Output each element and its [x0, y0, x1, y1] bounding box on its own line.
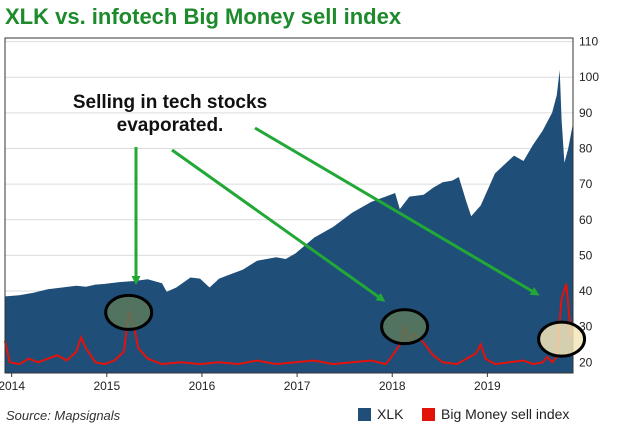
x-tick-label: 2015: [93, 379, 120, 393]
sell-index-line: [4, 283, 573, 366]
annotation-arrows: [131, 126, 540, 302]
highlight-circle: [537, 320, 587, 358]
y-tick-label: 90: [579, 106, 593, 120]
plot-border: [4, 37, 574, 374]
legend-label-xlk: XLK: [377, 406, 404, 422]
y-tick-label: 80: [579, 141, 593, 155]
y-tick-label: 60: [579, 213, 593, 227]
y-tick-label: 40: [579, 284, 593, 298]
y-tick-label: 70: [579, 177, 593, 191]
legend-swatch-xlk: [358, 407, 371, 421]
x-axis-ticks: 2014 2015 2016 2017 2018 2019: [0, 373, 501, 393]
annotation-arrow: [254, 126, 540, 296]
legend-sell-index: Big Money sell index: [422, 406, 569, 422]
x-tick-label: 2016: [189, 379, 216, 393]
x-tick-label: 2019: [474, 379, 501, 393]
highlight-circle: [380, 308, 430, 346]
annotation-text: Selling in tech stocks evaporated.: [70, 91, 270, 137]
annotation-arrow: [171, 148, 386, 302]
xlk-area: [5, 70, 573, 373]
x-tick-label: 2017: [284, 379, 311, 393]
y-tick-label: 100: [579, 70, 599, 84]
y-tick-label: 50: [579, 248, 593, 262]
y-tick-label: 20: [579, 355, 593, 369]
annotation-line-2: evaporated.: [116, 115, 224, 136]
y-tick-label: 110: [579, 35, 598, 49]
annotation-line-1: Selling in tech stocks: [72, 92, 268, 113]
x-tick-label: 2018: [379, 379, 406, 393]
x-tick-label: 2014: [0, 379, 25, 393]
legend-xlk: XLK: [358, 406, 403, 422]
highlight-circle: [104, 293, 154, 331]
legend-label-sell: Big Money sell index: [441, 406, 570, 422]
chart-title: XLK vs. infotech Big Money sell index: [5, 4, 402, 29]
source-note: Source: Mapsignals: [6, 408, 121, 423]
legend-swatch-sell: [422, 407, 435, 421]
highlight-circles: [104, 293, 587, 358]
